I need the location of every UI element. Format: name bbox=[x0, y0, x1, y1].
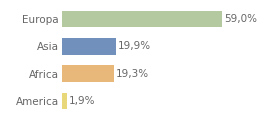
Bar bbox=[62, 38, 116, 55]
Bar bbox=[62, 11, 222, 27]
Text: 1,9%: 1,9% bbox=[69, 96, 95, 106]
Bar bbox=[62, 65, 114, 82]
Text: 59,0%: 59,0% bbox=[224, 14, 257, 24]
Text: 19,3%: 19,3% bbox=[116, 69, 149, 79]
Bar bbox=[62, 93, 67, 109]
Text: 19,9%: 19,9% bbox=[118, 41, 151, 51]
